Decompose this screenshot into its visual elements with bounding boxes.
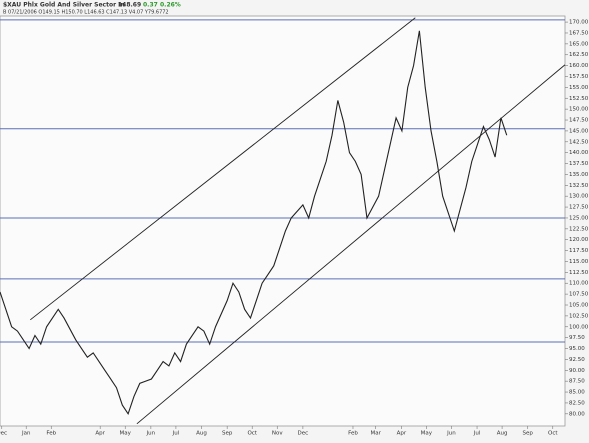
x-tick-label: May [120,431,132,437]
y-tick-label: 130.00 [569,194,589,200]
y-tick-label: 97.50 [569,335,585,341]
y-tick-label: 80.00 [569,411,585,417]
y-tick-label: 162.50 [569,52,589,58]
x-tick-label: Apr [397,431,407,437]
x-tick-label: Feb [348,431,358,437]
x-tick-label: Dec [298,431,309,437]
y-tick-label: 135.00 [569,172,589,178]
y-tick-label: 152.50 [569,96,589,102]
x-tick-label: Jan [21,431,31,437]
y-tick-label: 122.50 [569,226,589,232]
y-tick-label: 147.50 [569,118,589,124]
y-tick-label: 95.00 [569,346,585,352]
plot-layer [0,17,565,425]
plot-area [0,15,566,427]
x-tick-label: Apr [95,431,105,437]
x-tick-label: Mar [371,431,382,437]
y-tick-label: 82.50 [569,400,585,406]
y-tick-label: 137.50 [569,161,589,167]
x-tick-label: May [421,431,433,437]
price-change: 0.37 [143,2,158,9]
y-tick-label: 107.50 [569,292,589,298]
x-tick-label: Jul [172,431,180,437]
price-line [0,30,508,416]
y-tick-label: 145.00 [569,128,589,134]
x-tick-label: Sep [523,431,534,437]
y-tick-label: 87.50 [569,379,585,385]
last-price: 148.69 [118,2,141,9]
y-tick-label: 112.50 [569,270,589,276]
y-tick-label: 140.00 [569,150,589,156]
y-tick-label: 100.00 [569,324,589,330]
x-tick-label: Jul [473,431,481,437]
chart-title: $XAU Phlx Gold And Silver Sector In [3,2,125,9]
y-tick-label: 90.00 [569,368,585,374]
y-tick-label: 170.00 [569,20,589,26]
x-tick-label: Feb [46,431,56,437]
y-tick-label: 102.50 [569,313,589,319]
x-tick-label: Oct [247,431,257,437]
y-tick-label: 142.50 [569,139,589,145]
y-tick-label: 127.50 [569,205,589,211]
x-tick-label: Jun [146,431,156,437]
x-tick-label: Aug [497,431,508,437]
y-tick-label: 167.50 [569,30,589,36]
x-tick-label: Aug [196,431,207,437]
x-tick-label: Dec [0,431,7,437]
y-tick-label: 110.00 [569,281,589,287]
y-tick-label: 105.00 [569,303,589,309]
y-tick-label: 150.00 [569,107,589,113]
y-tick-label: 165.00 [569,41,589,47]
y-tick-label: 155.00 [569,85,589,91]
y-tick-label: 160.00 [569,63,589,69]
trend-line [30,17,416,321]
y-tick-label: 157.50 [569,74,589,80]
trend-line [136,64,565,425]
y-tick-label: 85.00 [569,390,585,396]
chart-subtitle: B 07/21/2006 O149.15 H150.70 L146.63 C14… [3,10,169,16]
x-tick-label: Nov [272,431,283,437]
y-tick-label: 125.00 [569,215,589,221]
y-tick-label: 132.50 [569,183,589,189]
x-tick-label: Jun [446,431,456,437]
x-tick-label: Sep [222,431,233,437]
x-tick-label: Oct [548,431,558,437]
y-tick-label: 117.50 [569,248,589,254]
y-tick-label: 92.50 [569,357,585,363]
price-change-pct: 0.26% [160,2,181,9]
y-tick-label: 115.00 [569,259,589,265]
y-tick-label: 120.00 [569,237,589,243]
